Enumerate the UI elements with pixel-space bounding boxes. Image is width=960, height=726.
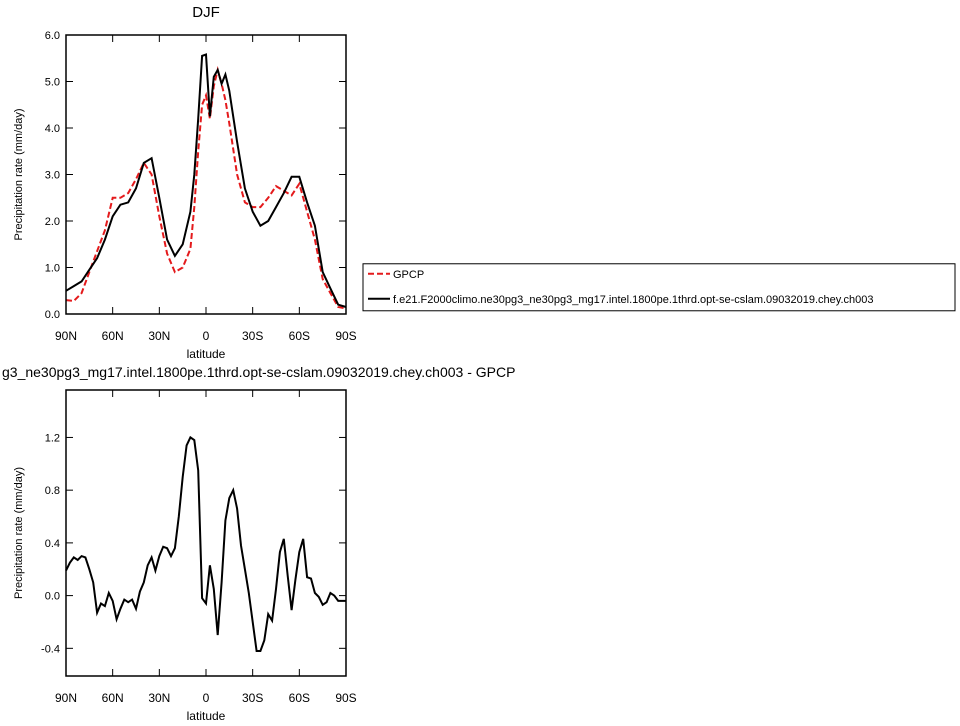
y-tick-label: -0.4 <box>41 643 60 655</box>
x-tick-label: 30N <box>148 329 170 343</box>
y-tick-label: 5.0 <box>45 77 60 89</box>
x-tick-label: 60S <box>289 691 310 705</box>
legend-box <box>362 263 956 312</box>
x-axis-label: latitude <box>187 347 226 361</box>
x-tick-label: 60S <box>289 329 310 343</box>
x-tick-label: 60N <box>102 691 124 705</box>
x-tick-label: 30S <box>242 691 263 705</box>
x-axis-label: latitude <box>187 709 226 723</box>
data-line <box>65 53 347 308</box>
plot-frame <box>65 34 347 315</box>
legend-label: GPCP <box>393 269 424 281</box>
plot-frame <box>65 389 347 677</box>
x-tick-label: 90S <box>335 329 356 343</box>
y-tick-label: 1.2 <box>45 432 60 444</box>
y-tick-label: 0.0 <box>45 591 60 603</box>
y-tick-label: 1.0 <box>45 263 60 275</box>
x-tick-label: 90S <box>335 691 356 705</box>
y-axis-label: Precipitation rate (mm/day) <box>13 108 25 240</box>
x-tick-label: 0 <box>203 329 210 343</box>
y-tick-label: 6.0 <box>45 30 60 42</box>
data-line <box>65 435 346 652</box>
data-line <box>65 65 347 310</box>
y-tick-label: 0.8 <box>45 485 60 497</box>
x-tick-label: 30N <box>148 691 170 705</box>
y-axis-label: Precipitation rate (mm/day) <box>13 467 25 599</box>
x-tick-label: 30S <box>242 329 263 343</box>
y-tick-label: 0.0 <box>45 309 60 321</box>
y-tick-label: 3.0 <box>45 170 60 182</box>
x-tick-label: 90N <box>55 329 77 343</box>
x-tick-label: 0 <box>203 691 210 705</box>
legend-label: f.e21.F2000climo.ne30pg3_ne30pg3_mg17.in… <box>393 294 873 306</box>
chart-title: DJF <box>192 4 220 21</box>
y-tick-label: 4.0 <box>45 123 60 135</box>
x-tick-label: 60N <box>102 329 124 343</box>
x-tick-label: 90N <box>55 691 77 705</box>
y-tick-label: 0.4 <box>45 538 60 550</box>
chart-title: g3_ne30pg3_mg17.intel.1800pe.1thrd.opt-s… <box>2 364 515 380</box>
y-tick-label: 2.0 <box>45 216 60 228</box>
